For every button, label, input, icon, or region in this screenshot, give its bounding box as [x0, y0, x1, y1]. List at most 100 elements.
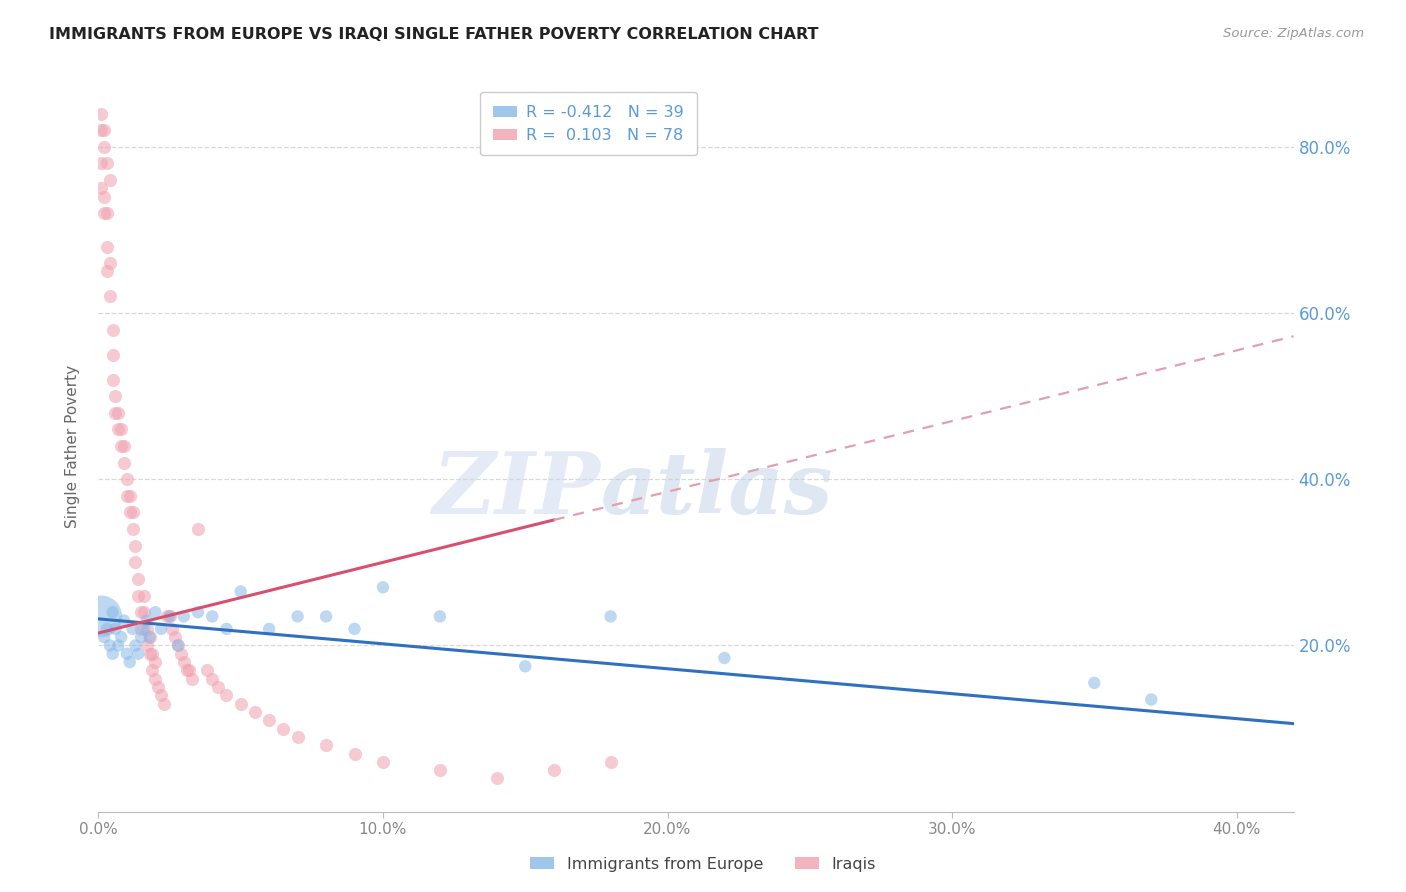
Point: [143, 605, 166, 619]
Point: [143, 655, 166, 669]
Point: [138, 630, 160, 644]
Point: [93, 206, 115, 220]
Point: [90, 156, 112, 170]
Point: [187, 522, 209, 536]
Point: [287, 730, 309, 744]
Legend: R = -0.412   N = 39, R =  0.103   N = 78: R = -0.412 N = 39, R = 0.103 N = 78: [479, 92, 697, 155]
Point: [1140, 692, 1163, 706]
Point: [93, 189, 115, 203]
Point: [485, 772, 508, 786]
Point: [124, 555, 146, 569]
Point: [257, 622, 280, 636]
Point: [98, 289, 121, 303]
Point: [90, 123, 112, 137]
Point: [229, 584, 252, 599]
Point: [543, 763, 565, 777]
Point: [135, 614, 157, 628]
Point: [229, 697, 252, 711]
Point: [115, 472, 138, 486]
Point: [98, 173, 121, 187]
Point: [287, 609, 309, 624]
Point: [90, 181, 112, 195]
Point: [101, 372, 124, 386]
Point: [515, 659, 537, 673]
Point: [429, 609, 451, 624]
Point: [167, 639, 190, 653]
Legend: Immigrants from Europe, Iraqis: Immigrants from Europe, Iraqis: [522, 848, 884, 880]
Point: [93, 630, 115, 644]
Point: [132, 589, 155, 603]
Point: [124, 539, 146, 553]
Point: [132, 622, 155, 636]
Point: [118, 506, 141, 520]
Point: [159, 609, 181, 624]
Text: Source: ZipAtlas.com: Source: ZipAtlas.com: [1223, 27, 1364, 40]
Point: [98, 256, 121, 270]
Text: ZIP: ZIP: [433, 448, 600, 532]
Point: [257, 714, 280, 728]
Point: [127, 647, 149, 661]
Point: [127, 589, 149, 603]
Point: [93, 140, 115, 154]
Point: [107, 406, 129, 420]
Point: [195, 664, 218, 678]
Point: [181, 672, 204, 686]
Point: [110, 439, 132, 453]
Point: [141, 664, 163, 678]
Point: [90, 609, 112, 624]
Point: [112, 456, 135, 470]
Point: [104, 389, 127, 403]
Point: [121, 622, 143, 636]
Point: [201, 672, 224, 686]
Point: [1083, 676, 1105, 690]
Point: [599, 609, 621, 624]
Point: [156, 609, 179, 624]
Point: [243, 705, 266, 719]
Point: [187, 605, 209, 619]
Point: [112, 614, 135, 628]
Point: [215, 689, 238, 703]
Point: [101, 647, 124, 661]
Point: [96, 156, 118, 170]
Point: [129, 622, 152, 636]
Point: [101, 605, 124, 619]
Point: [148, 680, 170, 694]
Point: [343, 622, 366, 636]
Point: [138, 630, 160, 644]
Point: [315, 609, 337, 624]
Point: [98, 639, 121, 653]
Point: [96, 264, 118, 278]
Point: [371, 580, 394, 594]
Point: [138, 647, 160, 661]
Point: [150, 622, 173, 636]
Point: [159, 609, 181, 624]
Point: [343, 747, 366, 761]
Point: [273, 722, 295, 736]
Point: [110, 630, 132, 644]
Point: [162, 622, 184, 636]
Point: [315, 738, 337, 752]
Point: [599, 755, 621, 769]
Point: [96, 622, 118, 636]
Point: [96, 206, 118, 220]
Point: [170, 647, 193, 661]
Point: [167, 639, 190, 653]
Point: [135, 622, 157, 636]
Point: [115, 647, 138, 661]
Point: [371, 755, 394, 769]
Point: [115, 489, 138, 503]
Point: [101, 347, 124, 362]
Point: [173, 655, 195, 669]
Point: [173, 609, 195, 624]
Point: [118, 489, 141, 503]
Point: [176, 664, 198, 678]
Point: [141, 647, 163, 661]
Point: [165, 630, 187, 644]
Point: [153, 697, 176, 711]
Y-axis label: Single Father Poverty: Single Father Poverty: [65, 365, 80, 527]
Point: [135, 639, 157, 653]
Point: [118, 655, 141, 669]
Point: [201, 609, 224, 624]
Point: [150, 689, 173, 703]
Point: [121, 506, 143, 520]
